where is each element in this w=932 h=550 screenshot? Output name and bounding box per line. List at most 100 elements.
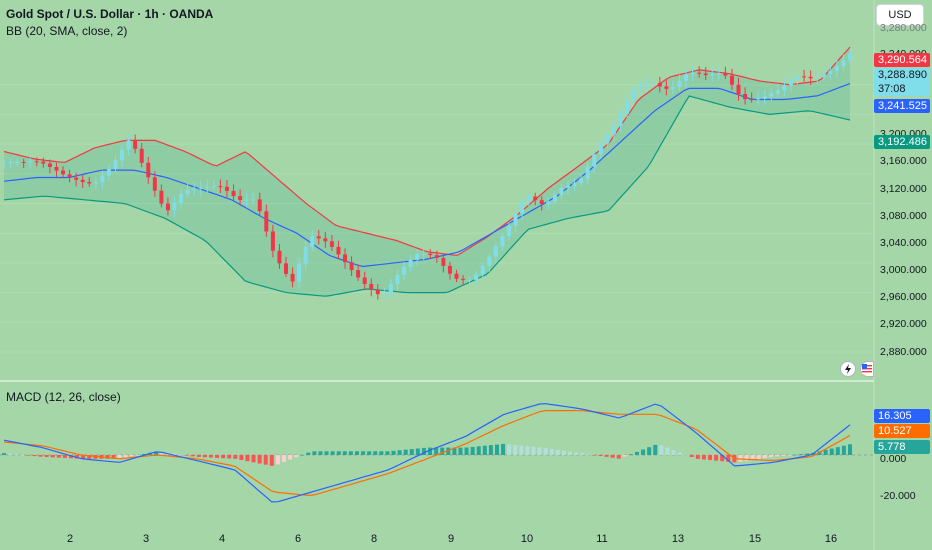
candle-body — [500, 235, 505, 247]
macd-histogram-bar — [215, 455, 220, 458]
candle-body — [736, 84, 741, 94]
macd-histogram-bar — [659, 445, 664, 455]
last-price: 3,288.890 — [878, 69, 927, 81]
candle-body — [808, 76, 813, 79]
bb-middle-line — [3, 83, 851, 268]
macd-histogram-bar — [501, 443, 506, 455]
macd-legend[interactable]: MACD (12, 26, close) — [6, 390, 121, 404]
flash-icon[interactable] — [840, 361, 856, 377]
candle-body — [270, 231, 275, 251]
macd-histogram-bar — [689, 455, 694, 457]
macd-histogram-bar — [397, 450, 402, 455]
candle-body — [670, 87, 675, 89]
candle-body — [552, 195, 557, 202]
candle-body — [605, 134, 610, 144]
macd-histogram-bar — [695, 455, 700, 459]
candle-body — [579, 178, 584, 184]
upper-band-label: 3,290.564 — [874, 53, 930, 67]
flag-icon-glyph — [862, 364, 872, 374]
candle-body — [631, 88, 636, 101]
macd-histogram-bar — [677, 452, 682, 455]
candle-body — [8, 162, 13, 164]
candle-body — [690, 72, 695, 75]
macd-histogram-bar — [391, 450, 396, 455]
candle-body — [87, 182, 92, 184]
macd-histogram-bar — [768, 455, 773, 458]
macd-histogram-bar — [421, 447, 426, 455]
candle-body — [375, 289, 380, 295]
candle-body — [611, 125, 616, 135]
candle-body — [408, 259, 413, 267]
macd-histogram-bar — [38, 455, 43, 457]
candle-body — [546, 201, 551, 205]
macd-histogram-bar — [141, 453, 146, 455]
candle-body — [343, 254, 348, 263]
macd-histogram-bar — [598, 455, 603, 456]
macd-histogram-bar — [245, 455, 250, 462]
candle-body — [218, 186, 223, 188]
candle-body — [821, 73, 826, 78]
candlesticks — [2, 48, 852, 300]
candle-body — [356, 270, 361, 278]
macd-histogram-bar — [32, 455, 37, 457]
candle-body — [795, 76, 800, 80]
macd-histogram-bar — [355, 451, 360, 455]
candle-body — [848, 53, 852, 61]
macd-histogram-bar — [744, 455, 749, 461]
macd-histogram-bar — [756, 455, 761, 459]
macd-tick: 0.000 — [880, 453, 907, 465]
macd-histogram-bar — [513, 444, 518, 455]
candle-body — [310, 236, 315, 247]
time-label: 8 — [370, 533, 378, 545]
macd-histogram-bar — [568, 451, 573, 455]
macd-histogram-bar — [379, 451, 384, 455]
macd-histogram-bar — [306, 452, 311, 455]
macd-histogram-bar — [135, 455, 140, 456]
time-label: 11 — [596, 533, 608, 545]
macd-histogram-bar — [56, 455, 61, 458]
symbol-title[interactable]: Gold Spot / U.S. Dollar · 1h · OANDA — [6, 7, 214, 21]
macd-histogram-bar — [537, 447, 542, 455]
macd-histogram-bar — [634, 451, 639, 455]
macd-histogram-bar — [762, 455, 767, 459]
candle-body — [762, 96, 767, 99]
macd-histogram-bar — [288, 455, 293, 460]
macd-histogram-bar — [494, 444, 499, 455]
time-label: 4 — [218, 533, 226, 545]
macd-histogram-bar — [476, 446, 481, 455]
macd-histogram-bar — [62, 455, 67, 458]
time-label: 2 — [66, 533, 74, 545]
candle-body — [231, 190, 236, 197]
candle-body — [100, 175, 105, 183]
macd-histogram-bar — [823, 449, 828, 455]
macd-histogram-bar — [312, 451, 317, 455]
candle-body — [520, 201, 525, 214]
price-tick: 2,920.000 — [880, 318, 927, 330]
macd-histogram-bar — [233, 455, 238, 459]
macd-histogram-bar — [610, 455, 615, 458]
histogram-value-label: 5.778 — [874, 440, 930, 454]
candle-body — [21, 161, 26, 163]
macd-histogram-bar — [586, 454, 591, 455]
currency-button[interactable]: USD — [876, 4, 924, 26]
macd-histogram-bar — [440, 447, 445, 455]
candle-body — [834, 66, 839, 71]
macd-histogram-bar — [829, 448, 834, 455]
candle-body — [644, 84, 649, 86]
macd-histogram-bar — [160, 451, 165, 455]
candle-body — [28, 161, 33, 163]
macd-histogram-bar — [26, 455, 31, 456]
bb-legend[interactable]: BB (20, SMA, close, 2) — [6, 24, 128, 38]
candle-body — [238, 196, 243, 200]
candle-body — [323, 238, 328, 242]
candle-body — [41, 161, 46, 164]
macd-histogram-bar — [123, 455, 128, 458]
flag-icon[interactable] — [860, 361, 874, 377]
candle-body — [434, 255, 439, 258]
candle-body — [677, 80, 682, 88]
macd-histogram-bar — [817, 451, 822, 455]
macd-histogram-bar — [361, 451, 366, 455]
macd-histogram-bar — [14, 454, 19, 455]
macd-histogram-bar — [409, 449, 414, 455]
